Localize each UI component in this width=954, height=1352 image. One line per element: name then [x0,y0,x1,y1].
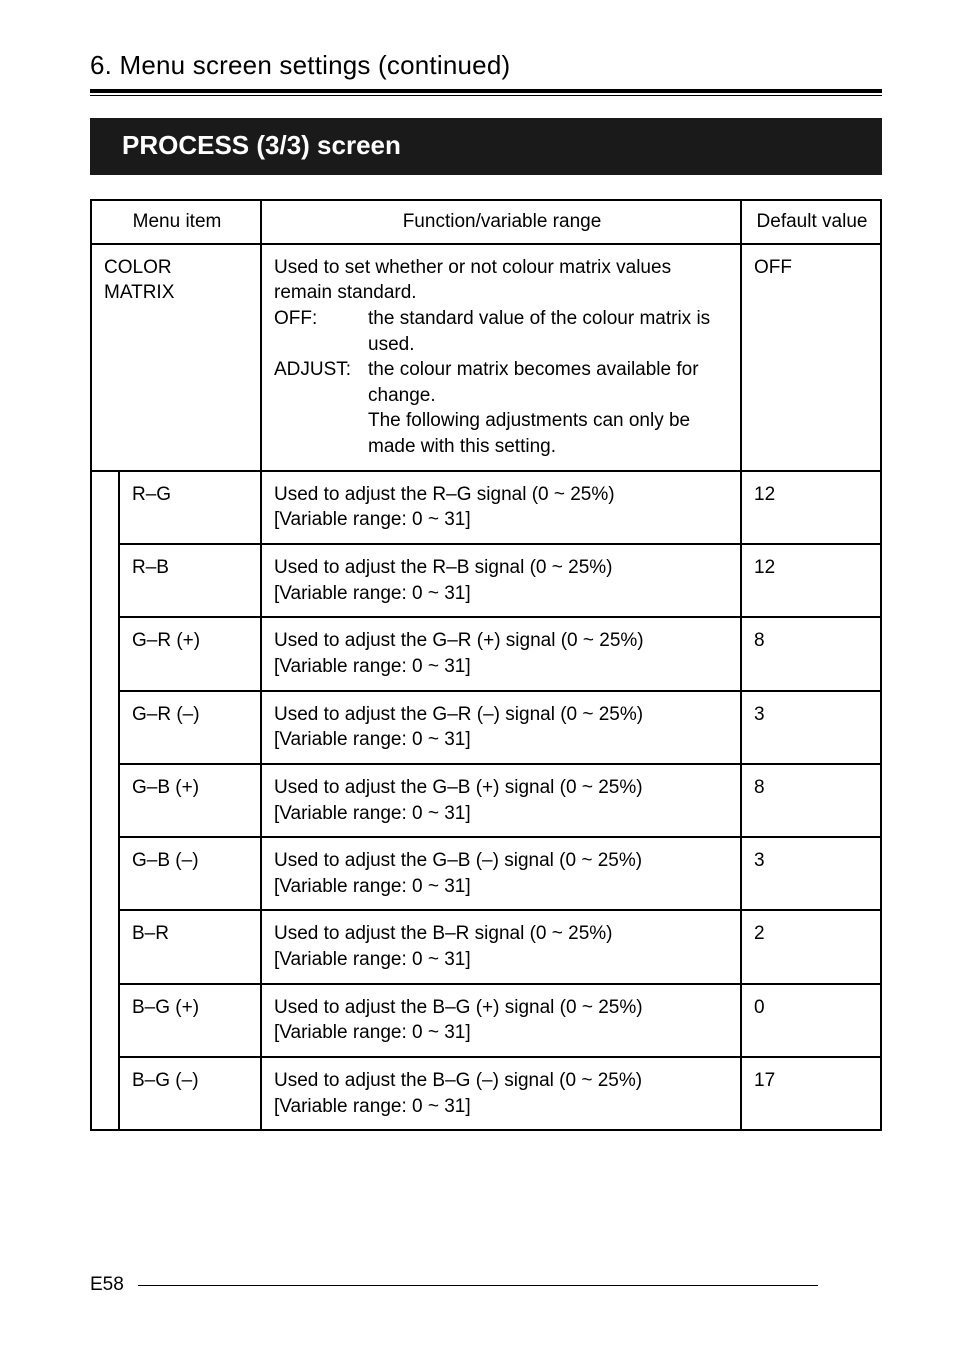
page-footer: E58 [90,1274,818,1296]
cell-desc: Used to adjust the R–B signal (0 ~ 25%)[… [261,544,741,617]
off-text: the standard value of the colour matrix … [368,306,730,357]
cell-name: B–G (+) [119,984,261,1057]
cell-color-matrix-desc: Used to set whether or not colour matrix… [261,244,741,471]
col-header-menu-item: Menu item [91,200,261,244]
cell-name: G–B (+) [119,764,261,837]
cell-default: 3 [741,837,881,910]
cell-desc: Used to adjust the G–B (+) signal (0 ~ 2… [261,764,741,837]
cell-name: G–B (–) [119,837,261,910]
cell-color-matrix-label: COLOR MATRIX [91,244,261,471]
section-heading: 6. Menu screen settings (continued) [90,50,882,81]
cell-name: B–G (–) [119,1057,261,1130]
table-row: R–G Used to adjust the R–G signal (0 ~ 2… [91,471,881,544]
color-matrix-intro: Used to set whether or not colour matrix… [274,255,730,306]
table-header-row: Menu item Function/variable range Defaul… [91,200,881,244]
cell-name: R–G [119,471,261,544]
table-row: B–G (+) Used to adjust the B–G (+) signa… [91,984,881,1057]
heading-rule-thin [90,95,882,96]
screen-banner: PROCESS (3/3) screen [90,118,882,175]
off-label: OFF: [274,306,364,357]
footer-rule [138,1285,818,1286]
cell-default: 8 [741,617,881,690]
heading-rule-thick [90,89,882,93]
page-number: E58 [90,1274,124,1296]
table-row: B–R Used to adjust the B–R signal (0 ~ 2… [91,910,881,983]
cell-default: 0 [741,984,881,1057]
cell-default: 2 [741,910,881,983]
table-row: R–B Used to adjust the R–B signal (0 ~ 2… [91,544,881,617]
cell-desc: Used to adjust the R–G signal (0 ~ 25%)[… [261,471,741,544]
table-row: G–R (–) Used to adjust the G–R (–) signa… [91,691,881,764]
cell-desc: Used to adjust the G–R (+) signal (0 ~ 2… [261,617,741,690]
table-row: B–G (–) Used to adjust the B–G (–) signa… [91,1057,881,1130]
cell-desc: Used to adjust the B–R signal (0 ~ 25%)[… [261,910,741,983]
adjust-label: ADJUST: [274,357,364,460]
cell-default: 12 [741,544,881,617]
cell-name: G–R (+) [119,617,261,690]
cell-name: R–B [119,544,261,617]
settings-table: Menu item Function/variable range Defaul… [90,199,882,1131]
cell-name: G–R (–) [119,691,261,764]
cell-color-matrix-default: OFF [741,244,881,471]
row-color-matrix: COLOR MATRIX Used to set whether or not … [91,244,881,471]
cell-name: B–R [119,910,261,983]
col-header-default: Default value [741,200,881,244]
cell-desc: Used to adjust the G–B (–) signal (0 ~ 2… [261,837,741,910]
cell-desc: Used to adjust the B–G (+) signal (0 ~ 2… [261,984,741,1057]
cell-default: 3 [741,691,881,764]
table-row: G–R (+) Used to adjust the G–R (+) signa… [91,617,881,690]
indent-spacer [91,471,119,1131]
cell-default: 12 [741,471,881,544]
adjust-text: the colour matrix becomes available for … [368,357,730,460]
table-row: G–B (–) Used to adjust the G–B (–) signa… [91,837,881,910]
cell-default: 17 [741,1057,881,1130]
cell-default: 8 [741,764,881,837]
col-header-function: Function/variable range [261,200,741,244]
cell-desc: Used to adjust the G–R (–) signal (0 ~ 2… [261,691,741,764]
cell-desc: Used to adjust the B–G (–) signal (0 ~ 2… [261,1057,741,1130]
table-row: G–B (+) Used to adjust the G–B (+) signa… [91,764,881,837]
